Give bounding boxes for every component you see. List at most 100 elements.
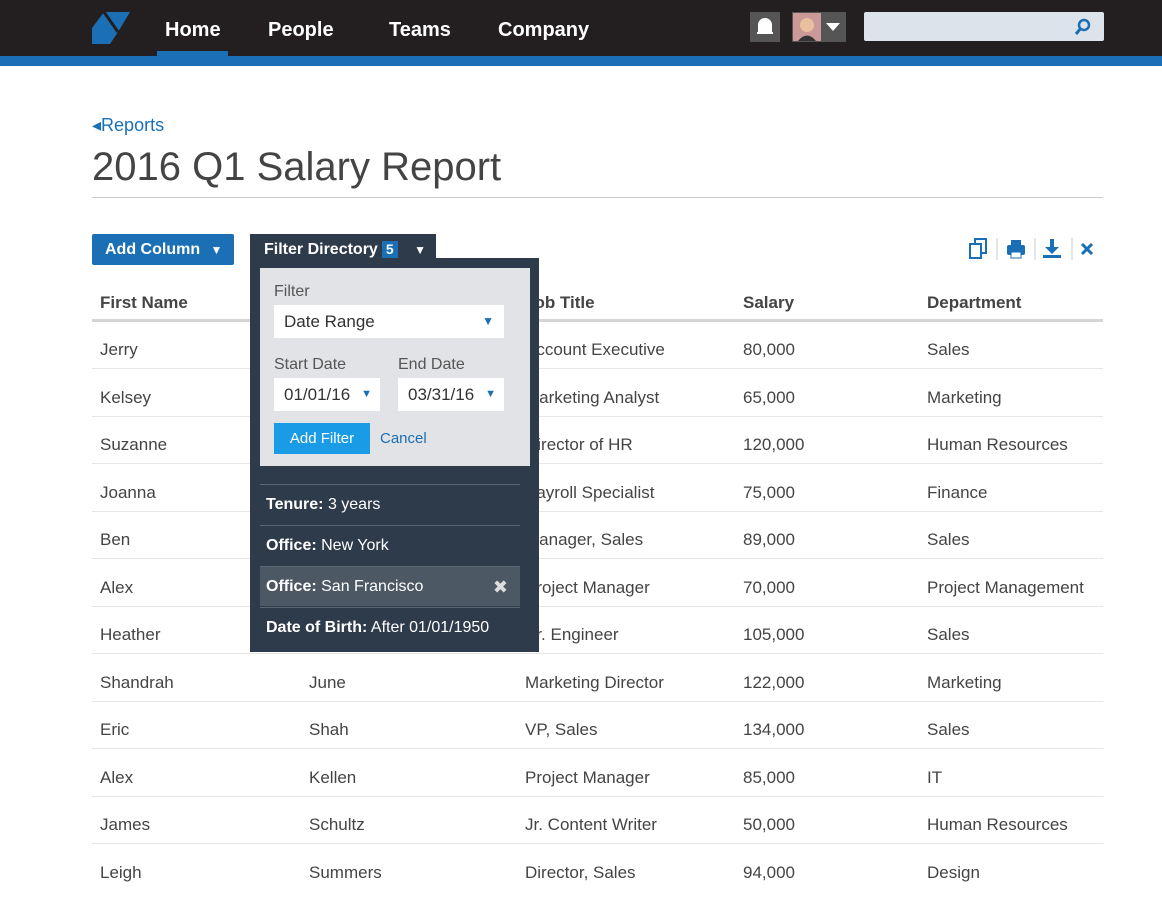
filter-value: After 01/01/1950 bbox=[370, 619, 490, 636]
table-cell: Marketing bbox=[927, 672, 1002, 692]
table-cell: Finance bbox=[927, 482, 988, 502]
row-separator bbox=[92, 653, 1103, 654]
table-cell: Human Resources bbox=[927, 435, 1068, 454]
button-label: Filter Directory bbox=[264, 241, 378, 258]
nav-item[interactable]: Company bbox=[498, 19, 590, 41]
cancel-link[interactable]: Cancel bbox=[380, 430, 427, 447]
column-header[interactable]: Department bbox=[927, 293, 1022, 312]
download-icon[interactable] bbox=[1043, 239, 1061, 258]
row-separator bbox=[92, 415, 1103, 417]
filter-label: Date of Birth: bbox=[266, 619, 368, 636]
select-value: 03/31/16 bbox=[408, 385, 475, 404]
print-icon[interactable] bbox=[1007, 240, 1025, 259]
table-cell: 70,000 bbox=[743, 577, 795, 597]
nav-item[interactable]: People bbox=[268, 19, 334, 41]
breadcrumb-text[interactable]: Reports bbox=[101, 115, 165, 135]
active-filter[interactable]: Date of Birth: After 01/01/1950 bbox=[260, 607, 520, 647]
search-box[interactable] bbox=[864, 12, 1104, 41]
table-cell: Sales bbox=[927, 720, 970, 739]
logo[interactable] bbox=[90, 10, 132, 46]
page-title: 2016 Q1 Salary Report bbox=[92, 145, 502, 189]
table-cell: Alex bbox=[100, 577, 134, 597]
table-cell: Suzanne bbox=[100, 435, 168, 454]
filter-value: New York bbox=[321, 537, 389, 554]
filter-select[interactable]: Date Range ▼ bbox=[274, 305, 504, 338]
column-header[interactable]: Job Title bbox=[525, 293, 595, 312]
nav-stripe bbox=[0, 56, 1162, 66]
table-cell: Director of HR bbox=[525, 435, 633, 454]
table-cell: Shandrah bbox=[100, 672, 174, 692]
row-separator bbox=[92, 558, 1103, 559]
table-cell: 120,000 bbox=[743, 435, 805, 454]
active-filter[interactable]: Office: New York bbox=[260, 525, 520, 565]
active-indicator bbox=[157, 51, 228, 56]
column-header[interactable]: Salary bbox=[743, 293, 795, 312]
table-cell: Ben bbox=[100, 530, 131, 549]
row-separator bbox=[92, 843, 1103, 844]
table-cell: Joanna bbox=[100, 482, 156, 502]
row-separator bbox=[92, 795, 1103, 797]
row-separator bbox=[92, 700, 1103, 702]
close-icon[interactable] bbox=[1080, 242, 1094, 256]
table-cell: 89,000 bbox=[743, 530, 795, 549]
table-cell: 75,000 bbox=[743, 482, 795, 502]
table-cell: Marketing Director bbox=[525, 672, 664, 692]
table-cell: 65,000 bbox=[743, 387, 795, 407]
end-date-label: End Date bbox=[398, 356, 465, 373]
table-cell: Project Manager bbox=[525, 767, 650, 787]
filter-label: Office: bbox=[266, 578, 317, 595]
button-label: Add Column bbox=[105, 241, 201, 258]
row-separator bbox=[92, 605, 1103, 607]
table-cell: Marketing Analyst bbox=[525, 387, 660, 407]
filter-label: Tenure: bbox=[266, 496, 324, 513]
divider bbox=[92, 197, 1103, 198]
row-separator bbox=[92, 463, 1103, 464]
table-cell: James bbox=[100, 815, 151, 834]
table-cell: Human Resources bbox=[927, 815, 1068, 834]
table-cell: 134,000 bbox=[743, 720, 805, 739]
table-cell: Eric bbox=[100, 720, 130, 739]
table-cell: 85,000 bbox=[743, 767, 795, 787]
row-separator bbox=[92, 510, 1103, 512]
filter-count-badge: 5 bbox=[381, 241, 398, 258]
table-cell: Summers bbox=[309, 862, 382, 882]
table-cell: VP, Sales bbox=[525, 720, 598, 739]
row-separator bbox=[92, 748, 1103, 749]
table-cell: Manager, Sales bbox=[525, 530, 644, 549]
breadcrumb[interactable]: ◂Reports bbox=[92, 115, 165, 135]
table-cell: Director, Sales bbox=[525, 862, 636, 882]
active-filter-selected[interactable]: Office: San Francisco ✖ bbox=[260, 566, 520, 606]
avatar-menu[interactable] bbox=[792, 12, 846, 42]
table-cell: Schultz bbox=[309, 815, 365, 834]
filter-label: Filter bbox=[274, 283, 310, 300]
column-header[interactable]: First Name bbox=[100, 293, 188, 312]
filter-label: Office: bbox=[266, 537, 317, 554]
add-column-button[interactable]: Add Column ▼ bbox=[92, 234, 234, 265]
table-cell: Account Executive bbox=[525, 340, 665, 359]
filter-value: San Francisco bbox=[321, 578, 424, 595]
active-filter[interactable]: Tenure: 3 years bbox=[260, 484, 520, 524]
copy-icon[interactable] bbox=[969, 238, 987, 259]
table-cell: Sales bbox=[927, 530, 970, 549]
nav-bar: Home People Teams Company bbox=[0, 0, 1162, 56]
start-date-select[interactable]: 01/01/16 ▼ bbox=[274, 378, 380, 411]
end-date-select[interactable]: 03/31/16 ▼ bbox=[398, 378, 504, 411]
row-separator bbox=[92, 368, 1103, 369]
table-cell: Project Management bbox=[927, 577, 1084, 597]
search-icon[interactable] bbox=[1074, 18, 1092, 36]
table-cell: Kellen bbox=[309, 767, 357, 787]
table-cell: Shah bbox=[309, 720, 349, 739]
table-cell: 94,000 bbox=[743, 862, 795, 882]
filter-value: 3 years bbox=[327, 496, 381, 513]
remove-filter[interactable]: ✖ bbox=[492, 577, 508, 597]
header-rule bbox=[92, 319, 1103, 322]
table-cell: 50,000 bbox=[743, 815, 795, 834]
nav-item[interactable]: Home bbox=[165, 19, 221, 41]
start-date-label: Start Date bbox=[274, 356, 347, 373]
notifications[interactable] bbox=[750, 12, 780, 42]
nav-item[interactable]: Teams bbox=[389, 19, 451, 41]
table-cell: Marketing bbox=[927, 387, 1002, 407]
add-filter-button[interactable]: Add Filter bbox=[274, 423, 370, 454]
table-cell: Leigh bbox=[100, 862, 142, 882]
table-cell: IT bbox=[927, 767, 943, 787]
